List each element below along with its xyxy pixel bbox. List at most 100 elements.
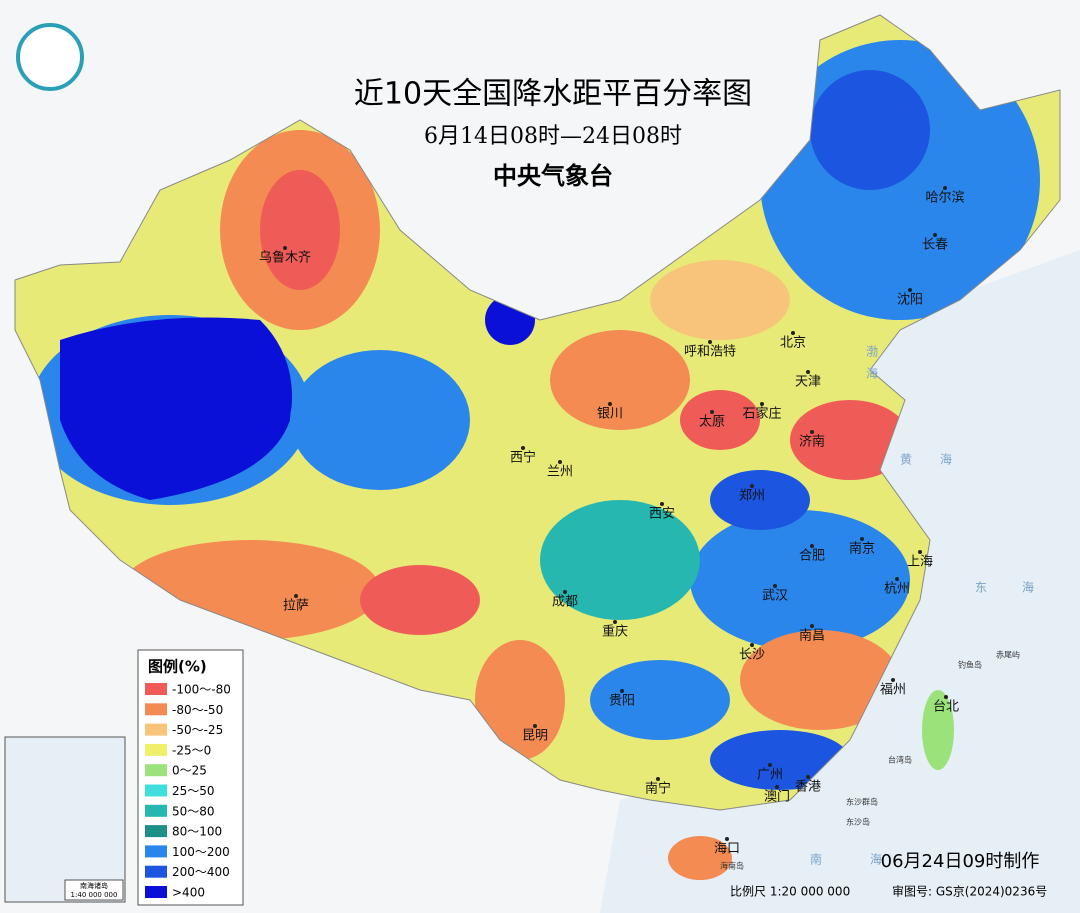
city-dot xyxy=(656,777,660,781)
legend-swatch xyxy=(145,764,167,777)
city-dot xyxy=(294,594,298,598)
city-label: 香港 xyxy=(795,780,821,795)
legend-title: 图例(%) xyxy=(148,658,207,676)
city-dot xyxy=(775,785,779,789)
sea xyxy=(600,250,1080,913)
city-label: 石家庄 xyxy=(742,406,781,422)
city-label: 杭州 xyxy=(884,582,910,597)
approval: 审图号: GS京(2024)0236号 xyxy=(892,884,1047,899)
city-dot xyxy=(891,678,895,682)
city-label: 拉萨 xyxy=(283,599,309,614)
city-dot xyxy=(768,763,772,767)
legend-label: -80～-50 xyxy=(172,703,223,717)
sea-label: 海 xyxy=(866,366,878,381)
legend-label: 50～80 xyxy=(172,804,215,818)
legend-swatch xyxy=(145,886,167,898)
legend-label: 80～100 xyxy=(172,825,222,839)
city-dot xyxy=(620,689,624,693)
city-dot xyxy=(943,186,947,190)
island-label: 钓鱼岛 xyxy=(958,660,982,670)
city-label: 澳门 xyxy=(764,789,790,805)
sea-label: 海 xyxy=(1022,580,1034,595)
city-label: 哈尔滨 xyxy=(925,190,964,206)
city-label: 南京 xyxy=(849,541,875,557)
city-label: 西安 xyxy=(649,507,675,522)
taiwan xyxy=(922,690,954,770)
legend-label: >400 xyxy=(172,886,205,900)
legend-swatch xyxy=(145,743,167,756)
legend-label: 200～400 xyxy=(172,865,230,879)
city-dot xyxy=(773,584,777,588)
city-dot xyxy=(933,233,937,237)
city-dot xyxy=(608,402,612,406)
city-label: 太原 xyxy=(699,415,725,430)
city-label: 西宁 xyxy=(510,450,536,466)
inset-scale: 1:40 000 000 xyxy=(71,891,118,899)
hainan xyxy=(668,836,732,880)
city-label: 昆明 xyxy=(522,729,548,744)
city-label: 兰州 xyxy=(547,465,573,480)
island-label: 东沙岛 xyxy=(846,817,870,827)
city-label: 上海 xyxy=(907,555,933,570)
title: 近10天全国降水距平百分率图 xyxy=(354,77,752,112)
city-dot xyxy=(895,577,899,581)
legend-label: -50～-25 xyxy=(172,723,223,737)
city-dot xyxy=(725,837,729,841)
legend-label: -25～0 xyxy=(172,743,211,757)
logo xyxy=(16,23,84,91)
city-label: 台北 xyxy=(933,700,959,715)
city-dot xyxy=(283,246,287,250)
city-label: 合肥 xyxy=(799,549,825,564)
city-label: 福州 xyxy=(880,683,906,698)
city-dot xyxy=(806,370,810,374)
city-dot xyxy=(810,624,814,628)
city-dot xyxy=(750,484,754,488)
legend-label: 0～25 xyxy=(172,764,207,778)
city-dot xyxy=(806,775,810,779)
island-label: 赤尾屿 xyxy=(996,651,1020,660)
city-label: 郑州 xyxy=(739,489,765,504)
city-dot xyxy=(810,430,814,434)
sea-label: 东 xyxy=(975,581,987,595)
legend-swatch xyxy=(145,804,167,817)
sea-label: 黄 xyxy=(900,453,912,467)
scale: 比例尺 1:20 000 000 xyxy=(730,885,850,899)
city-label: 成都 xyxy=(552,595,578,610)
city-dot xyxy=(660,502,664,506)
city-label: 济南 xyxy=(799,434,825,450)
city-label: 北京 xyxy=(780,336,806,351)
city-dot xyxy=(750,643,754,647)
city-dot xyxy=(918,550,922,554)
city-label: 银川 xyxy=(597,407,623,422)
legend-swatch xyxy=(145,865,167,878)
city-label: 呼和浩特 xyxy=(684,345,736,360)
legend-label: -100～-80 xyxy=(172,683,231,697)
city-dot xyxy=(533,724,537,728)
city-label: 贵阳 xyxy=(609,694,635,709)
sea-label: 南 xyxy=(810,852,822,867)
city-dot xyxy=(791,331,795,335)
island-label: 东沙群岛 xyxy=(846,797,878,807)
legend-swatch xyxy=(145,723,167,736)
legend-label: 25～50 xyxy=(172,784,215,798)
sea-label: 渤 xyxy=(866,345,878,359)
city-label: 武汉 xyxy=(762,589,788,604)
city-label: 长沙 xyxy=(739,648,765,663)
inset: 南海诸岛 1:40 000 000 xyxy=(4,736,126,903)
city-dot xyxy=(860,537,864,541)
city-dot xyxy=(810,544,814,548)
city-dot xyxy=(710,410,714,414)
inset-title: 南海诸岛 xyxy=(80,881,108,890)
sea-label: 海 xyxy=(940,452,952,467)
city-label: 广州 xyxy=(757,768,783,783)
city-dot xyxy=(908,288,912,292)
legend-swatch xyxy=(145,784,167,797)
city-label: 沈阳 xyxy=(897,293,923,308)
legend: 图例(%) -100～-80 -80～-50 -50～-25 -25～0 0～25 25～… xyxy=(137,649,244,906)
city-label: 南昌 xyxy=(799,628,825,644)
city-dot xyxy=(708,340,712,344)
city-label: 长春 xyxy=(922,238,948,253)
city-dot xyxy=(760,402,764,406)
city-dot xyxy=(613,620,617,624)
